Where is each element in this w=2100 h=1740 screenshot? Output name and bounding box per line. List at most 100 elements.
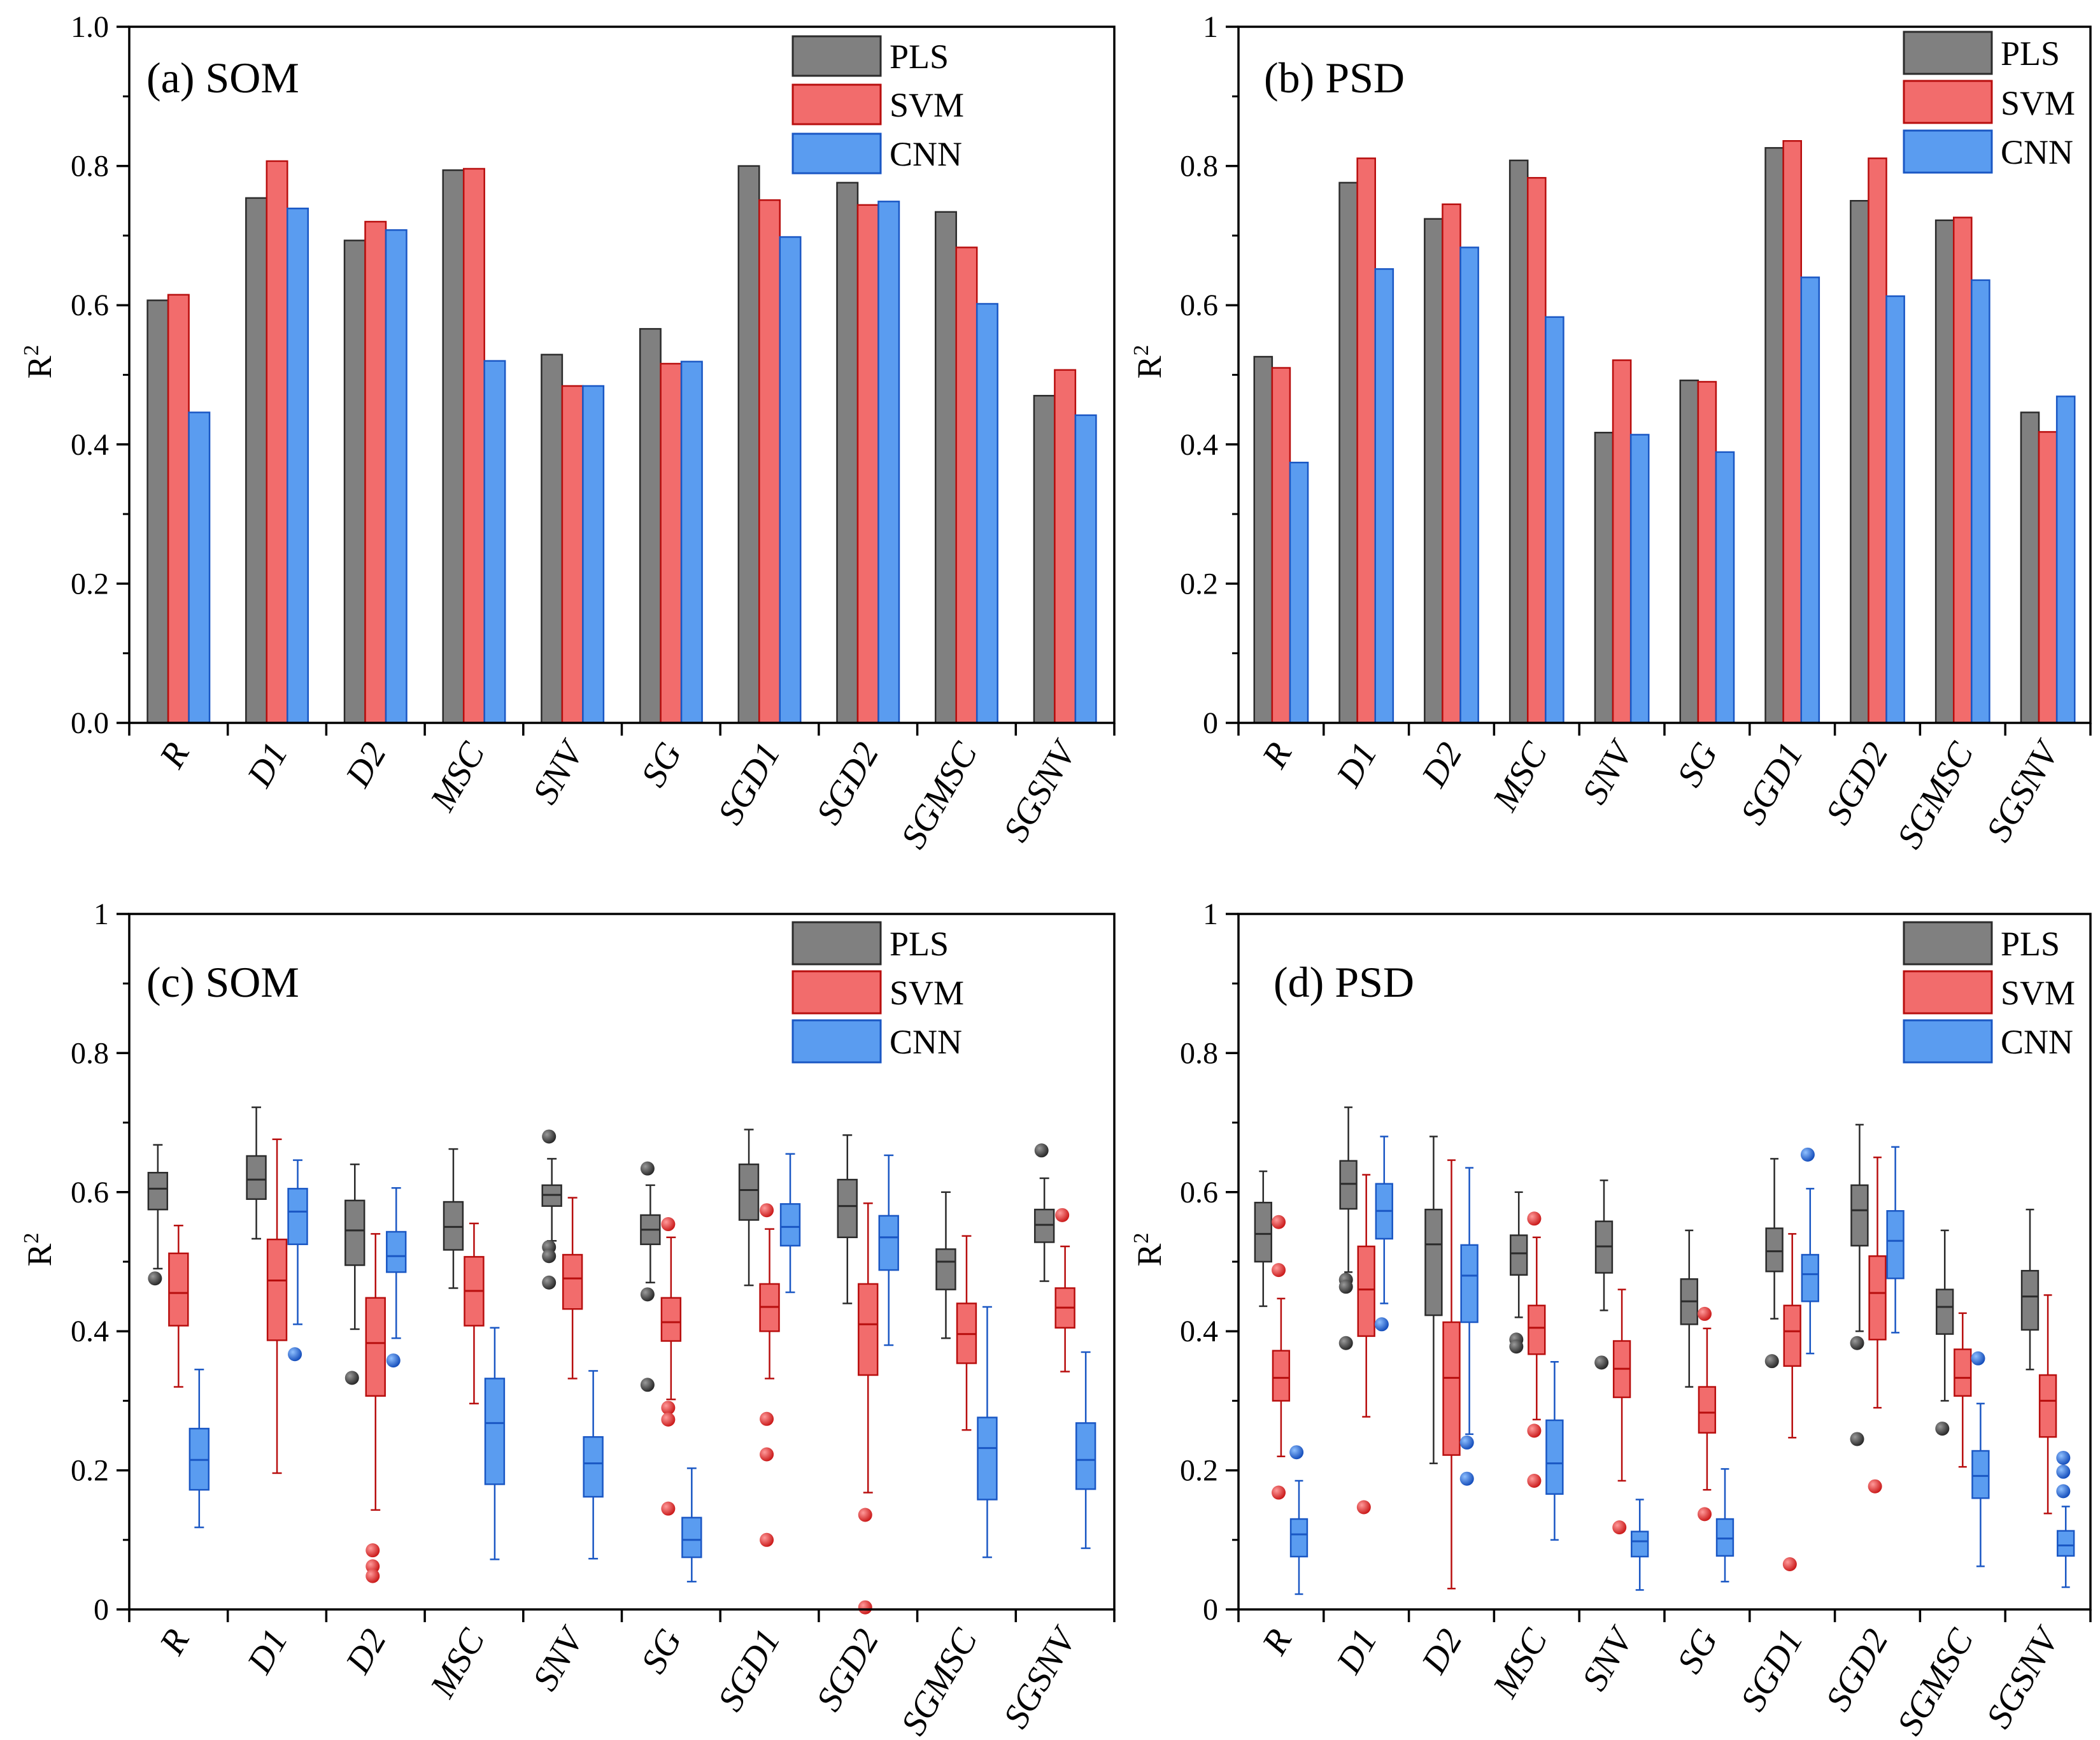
box-iqr xyxy=(1954,1348,1972,1397)
bar-pls-sgd2 xyxy=(1850,200,1869,724)
box-pls-d2 xyxy=(344,1163,365,1385)
bar-cnn-d1 xyxy=(287,208,309,724)
outlier-point xyxy=(1459,1435,1474,1450)
box-cnn-sgd2 xyxy=(1886,1146,1905,1334)
box-iqr xyxy=(681,1516,702,1558)
x-category-label-sg: SG xyxy=(634,1623,690,1680)
box-pls-sg xyxy=(640,1161,661,1392)
x-category-label-sgsnv: SGSNV xyxy=(996,1619,1086,1735)
x-category-label-d2: D2 xyxy=(338,1623,394,1681)
x-category-label-snv: SNV xyxy=(1575,1619,1642,1697)
legend-label-svm: SVM xyxy=(2001,974,2075,1012)
box-iqr xyxy=(443,1201,464,1251)
panel-c-title: (c) SOM xyxy=(146,958,299,1006)
box-iqr xyxy=(1075,1422,1096,1490)
box-iqr xyxy=(1545,1419,1564,1495)
panel-c-marks xyxy=(147,1106,1096,1615)
x-category-label-sgd2: SGD2 xyxy=(1819,736,1896,832)
y-tick-label: 0.4 xyxy=(71,428,109,462)
outlier-point xyxy=(640,1287,655,1302)
x-category-label-sgmsc: SGMSC xyxy=(893,736,985,855)
y-tick-label: 1 xyxy=(94,897,109,931)
bar-pls-d1 xyxy=(245,197,268,724)
outlier-point xyxy=(1289,1445,1304,1460)
x-category-label-snv: SNV xyxy=(525,1619,593,1697)
y-tick-label: 0.2 xyxy=(71,1454,109,1488)
outlier-point xyxy=(1356,1500,1371,1515)
bar-svm-sgsnv xyxy=(2038,431,2058,724)
box-pls-r xyxy=(1254,1170,1272,1308)
box-iqr xyxy=(344,1199,365,1266)
bar-svm-sgsnv xyxy=(1054,369,1077,724)
panel-a-som-bar-chart: 0.00.20.40.60.81.0R D1 D2 MSC SNV SG SGD1 SGD2 S… xyxy=(20,10,1116,855)
box-cnn-snv xyxy=(583,1370,604,1560)
outlier-point xyxy=(1935,1422,1950,1436)
box-svm-sgmsc xyxy=(1954,1312,1972,1468)
box-iqr xyxy=(2038,1374,2057,1438)
box-iqr xyxy=(738,1163,760,1221)
box-iqr xyxy=(2057,1530,2075,1557)
panel-c-y-axis-title: R2 xyxy=(20,1232,59,1266)
y-tick-label: 1 xyxy=(1203,10,1218,44)
y-tick-label: 0.4 xyxy=(1180,428,1218,462)
box-iqr xyxy=(168,1252,189,1327)
box-iqr xyxy=(1801,1253,1819,1302)
box-iqr xyxy=(266,1238,288,1341)
legend-swatch-pls xyxy=(791,35,882,77)
box-iqr xyxy=(1272,1350,1291,1402)
box-cnn-sgmsc xyxy=(1971,1351,1990,1567)
bar-svm-msc xyxy=(462,168,485,724)
bar-svm-sgmsc xyxy=(1953,217,1973,724)
x-category-label-sg: SG xyxy=(1670,736,1726,794)
x-category-label-r: R xyxy=(1254,736,1300,776)
y-tick-label: 0.6 xyxy=(71,1176,109,1209)
bar-pls-sgd1 xyxy=(1764,146,1784,724)
legend-swatch-cnn xyxy=(1903,1019,1993,1064)
outlier-point xyxy=(858,1508,872,1522)
outlier-point xyxy=(1272,1263,1286,1278)
bar-cnn-sgd1 xyxy=(779,236,802,724)
box-iqr xyxy=(837,1178,858,1239)
box-svm-msc xyxy=(464,1222,485,1405)
box-iqr xyxy=(2020,1269,2040,1331)
legend-swatch-cnn xyxy=(791,132,882,175)
box-svm-snv xyxy=(562,1197,583,1380)
outlier-point xyxy=(1800,1147,1815,1162)
x-category-label-d1: D1 xyxy=(1329,736,1385,794)
box-iqr xyxy=(1715,1518,1735,1557)
box-cnn-d2 xyxy=(386,1187,407,1368)
outlier-point xyxy=(344,1371,359,1385)
outlier-point xyxy=(640,1161,655,1176)
bar-cnn-d2 xyxy=(1459,246,1479,724)
bar-cnn-d2 xyxy=(385,229,408,724)
bar-pls-d2 xyxy=(1424,218,1444,724)
box-pls-sgd1 xyxy=(1764,1158,1784,1369)
bar-pls-sgmsc xyxy=(1934,219,1955,724)
box-cnn-sg xyxy=(681,1467,702,1583)
panel-b-y-axis-title: R2 xyxy=(1130,345,1168,378)
y-tick-label: 0.0 xyxy=(71,706,109,740)
outlier-point xyxy=(386,1353,401,1368)
x-category-label-msc: MSC xyxy=(423,736,493,818)
box-iqr xyxy=(287,1188,308,1245)
box-svm-sgd1 xyxy=(759,1203,780,1547)
outlier-point xyxy=(1527,1211,1542,1226)
bar-cnn-sgsnv xyxy=(2055,396,2076,724)
y-tick-label: 0.6 xyxy=(71,289,109,322)
x-category-label-sgd1: SGD1 xyxy=(711,1623,788,1718)
box-svm-d1 xyxy=(266,1138,288,1474)
panel-d-y-axis-title: R2 xyxy=(1130,1232,1168,1266)
bar-pls-d1 xyxy=(1338,182,1358,724)
y-tick-label: 0.8 xyxy=(71,1036,109,1070)
y-tick-label: 0.6 xyxy=(1180,1176,1218,1209)
x-category-label-sgsnv: SGSNV xyxy=(996,732,1086,848)
box-cnn-d1 xyxy=(287,1159,308,1362)
bar-svm-d2 xyxy=(1442,203,1461,724)
y-tick-label: 0.4 xyxy=(71,1315,109,1348)
bar-pls-msc xyxy=(442,169,465,724)
box-iqr xyxy=(1460,1244,1479,1323)
box-pls-d1 xyxy=(1338,1106,1358,1350)
bar-pls-sg xyxy=(639,328,662,724)
bar-cnn-msc xyxy=(1545,316,1564,724)
panel-b-legend: PLS SVM CNN xyxy=(1903,31,2075,174)
